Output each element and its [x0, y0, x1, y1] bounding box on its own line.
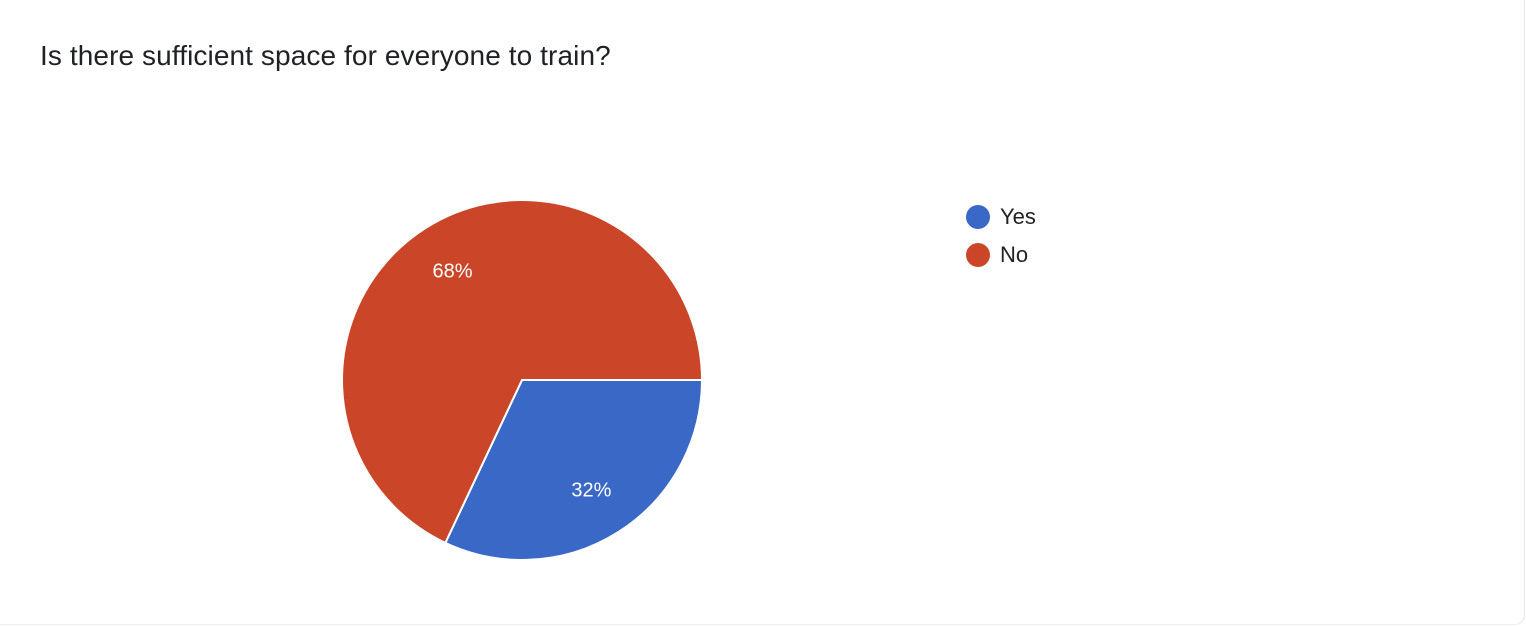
legend-label-yes: Yes — [1000, 204, 1036, 229]
legend-label-no: No — [1000, 242, 1029, 267]
chart-title: Is there sufficient space for everyone t… — [40, 40, 611, 71]
legend-item-no[interactable]: No — [966, 236, 1036, 274]
pie-slice-no[interactable] — [341, 199, 704, 545]
legend-item-yes[interactable]: Yes — [966, 198, 1036, 236]
legend-swatch-no — [966, 243, 990, 267]
pie-label-yes: 32% — [571, 479, 611, 501]
legend-swatch-yes — [966, 205, 990, 229]
pie-label-no: 68% — [433, 261, 473, 283]
pie-slice-yes[interactable] — [444, 379, 704, 561]
legend: Yes No — [966, 198, 1036, 274]
